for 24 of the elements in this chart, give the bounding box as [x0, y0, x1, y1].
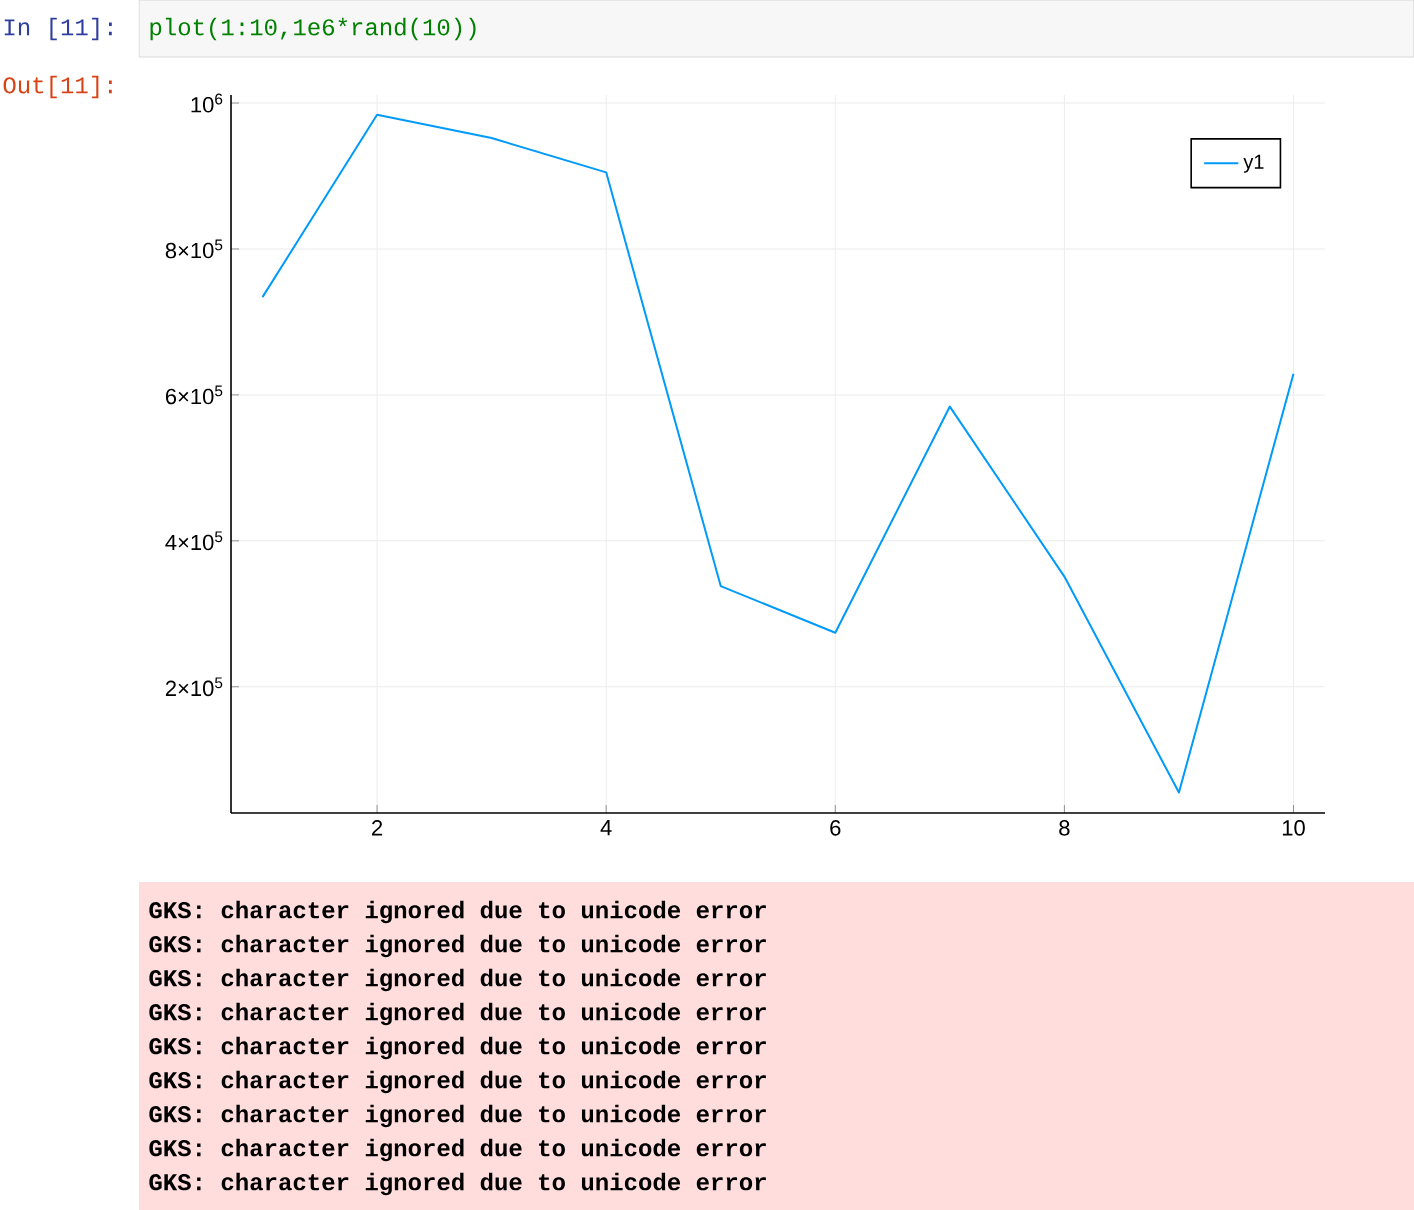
x-tick-label: 8 [1059, 820, 1070, 836]
x-tick-label: 6 [830, 820, 841, 836]
y-tick-label: 10$^{6}$ [191, 93, 223, 113]
y-tick-label: 6×10$^{5}$ [165, 385, 223, 405]
text: GKS: character ignored due to unicode error [149, 1002, 766, 1026]
text: GKS: character ignored due to unicode error [149, 1104, 766, 1128]
x-tick-label: 10 [1282, 820, 1305, 836]
text: GKS: character ignored due to unicode error [149, 1172, 766, 1196]
text: GKS: character ignored due to unicode error [149, 1070, 766, 1094]
text: GKS: character ignored due to unicode error [149, 1138, 766, 1162]
x-tick-label: 4 [600, 820, 612, 836]
text: In [11]: [4, 17, 112, 41]
text: GKS: character ignored due to unicode error [149, 968, 766, 992]
text: GKS: character ignored due to unicode error [149, 900, 766, 924]
text: Out[11]: [3, 75, 112, 99]
y-tick-label: 8×10$^{5}$ [165, 239, 223, 259]
y-tick-label: 2×10$^{5}$ [165, 677, 223, 697]
text: plot(1:10,1e6*rand(10)) [150, 17, 476, 41]
legend-label: y1 [1243, 154, 1264, 173]
x-tick-label: 2 [372, 820, 383, 836]
line-series [261, 113, 1295, 794]
text: GKS: character ignored due to unicode error [149, 934, 766, 958]
y-tick-label: 4×10$^{5}$ [165, 531, 223, 551]
text: GKS: character ignored due to unicode error [149, 1036, 766, 1060]
